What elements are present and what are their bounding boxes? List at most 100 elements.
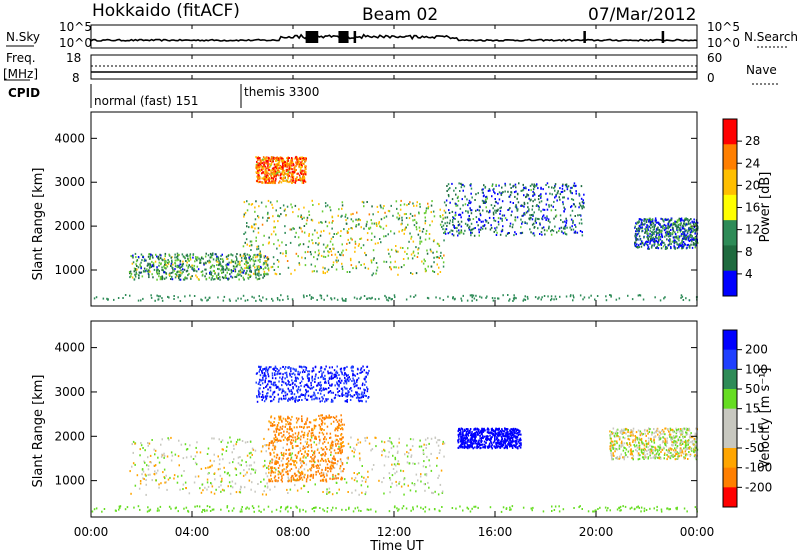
scatter-point (395, 266, 397, 269)
ground-scatter-point (386, 298, 388, 301)
scatter-point (657, 226, 659, 229)
scatter-point (367, 372, 369, 375)
scatter-point (134, 484, 137, 487)
scatter-point (279, 159, 281, 162)
scatter-point (315, 389, 317, 391)
scatter-point (494, 431, 496, 434)
scatter-point (246, 222, 248, 224)
scatter-point (325, 246, 327, 249)
scatter-point (266, 178, 268, 180)
scatter-point (359, 459, 361, 462)
scatter-point (430, 265, 433, 268)
scatter-point (390, 447, 393, 450)
scatter-point (197, 278, 200, 281)
scatter-point (277, 220, 279, 223)
scatter-point (208, 259, 211, 262)
scatter-point (300, 384, 302, 387)
scatter-point (428, 233, 431, 235)
scatter-point (658, 231, 660, 234)
scatter-point (419, 236, 422, 239)
ground-scatter-point (471, 294, 473, 297)
scatter-point (204, 486, 206, 489)
scatter-point (258, 165, 260, 168)
scatter-point (582, 204, 584, 207)
scatter-point (205, 268, 207, 271)
scatter-point (295, 378, 297, 381)
scatter-point (287, 476, 289, 479)
scatter-point (510, 435, 512, 438)
scatter-point (681, 240, 683, 243)
scatter-point (478, 444, 481, 447)
scatter-point (179, 271, 182, 274)
scatter-point (259, 267, 261, 270)
scatter-point (287, 163, 289, 166)
scatter-point (328, 366, 331, 369)
scatter-point (256, 175, 258, 178)
scatter-point (692, 241, 695, 244)
scatter-point (259, 384, 262, 386)
scatter-point (281, 166, 283, 169)
scatter-point (664, 243, 666, 246)
scatter-point (679, 230, 682, 233)
scatter-point (321, 396, 323, 399)
scatter-point (524, 186, 527, 189)
scatter-point (179, 278, 182, 281)
scatter-point (286, 168, 288, 171)
scatter-point (498, 198, 501, 201)
scatter-point (634, 226, 636, 229)
scatter-point (267, 164, 269, 167)
scatter-point (286, 180, 289, 183)
scatter-point (558, 227, 561, 230)
scatter-point (181, 263, 183, 266)
scatter-point (260, 254, 262, 257)
scatter-point (264, 170, 266, 173)
scatter-point (365, 371, 368, 374)
scatter-point (380, 218, 383, 221)
scatter-point (695, 241, 697, 244)
scatter-point (521, 189, 524, 192)
scatter-point (317, 376, 320, 379)
scatter-point (328, 448, 331, 451)
scatter-point (129, 276, 131, 279)
scatter-point (692, 227, 694, 230)
scatter-point (256, 372, 258, 375)
scatter-point (289, 372, 291, 375)
scatter-point (151, 264, 153, 267)
scatter-point (308, 378, 310, 381)
scatter-point (309, 251, 312, 253)
scatter-point (290, 454, 292, 457)
scatter-point (471, 196, 473, 199)
scatter-point (427, 437, 429, 440)
scatter-point (466, 442, 468, 445)
ground-scatter-point (494, 297, 496, 300)
scatter-point (472, 218, 475, 220)
scatter-point (471, 432, 473, 435)
scatter-point (506, 438, 509, 441)
scatter-point (349, 388, 351, 391)
scatter-point (663, 241, 665, 244)
scatter-point (503, 440, 505, 443)
scatter-point (325, 398, 327, 401)
scatter-point (460, 427, 463, 430)
scatter-point (269, 460, 271, 463)
scatter-point (267, 466, 269, 469)
scatter-point (192, 256, 194, 259)
scatter-point (203, 262, 205, 265)
scatter-point (293, 368, 296, 371)
scatter-point (502, 191, 504, 194)
scatter-point (462, 204, 464, 207)
scatter-point (282, 454, 284, 457)
scatter-point (314, 251, 316, 254)
scatter-point (330, 250, 332, 253)
scatter-point (350, 395, 352, 398)
scatter-point (363, 263, 365, 266)
scatter-point (460, 431, 462, 434)
scatter-point (278, 369, 280, 372)
scatter-point (291, 180, 293, 183)
scatter-point (635, 239, 637, 242)
scatter-point (514, 219, 516, 221)
scatter-point (494, 428, 497, 431)
scatter-point (311, 387, 313, 390)
scatter-point (344, 478, 346, 481)
ground-scatter-point (177, 296, 179, 299)
